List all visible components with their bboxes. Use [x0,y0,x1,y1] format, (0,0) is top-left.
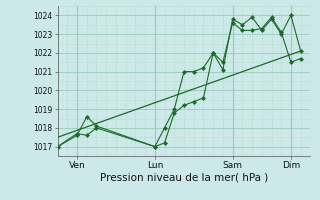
X-axis label: Pression niveau de la mer( hPa ): Pression niveau de la mer( hPa ) [100,173,268,183]
